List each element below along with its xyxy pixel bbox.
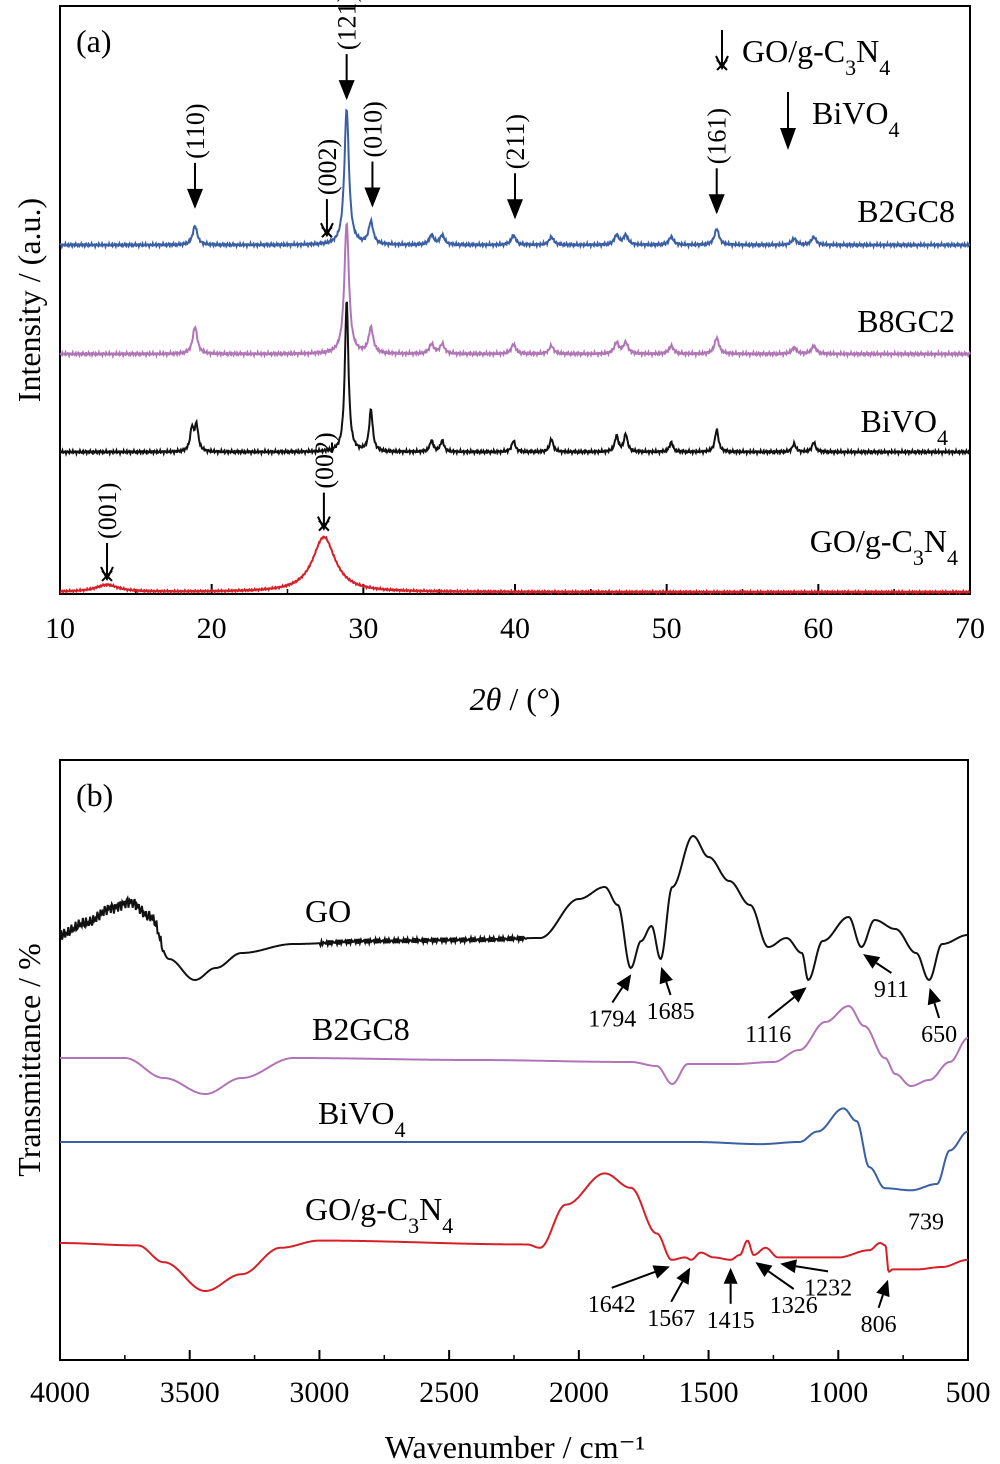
ftir-band-label: 1567 <box>647 1306 695 1332</box>
xrd-peak-label: (110) <box>181 103 210 158</box>
ftir-band-annotation: 1326 <box>755 1262 818 1319</box>
ftir-band-annotation: 739 <box>908 1209 944 1235</box>
xrd-peak-annotation: (002) <box>310 432 339 532</box>
ftir-x-tick-label: 500 <box>946 1376 991 1409</box>
ftir-band-label: 1326 <box>770 1293 818 1319</box>
ftir-band-label: 1642 <box>588 1292 636 1318</box>
ftir-x-tick-label: 1500 <box>679 1376 739 1409</box>
ftir-band-label: 1232 <box>804 1275 852 1301</box>
xrd-peak-label: (002) <box>313 139 342 195</box>
ftir-band-label: 1794 <box>588 1007 636 1033</box>
xrd-peak-label: (161) <box>703 108 732 164</box>
ftir-band-label: 911 <box>874 977 909 1003</box>
xrd-x-tick-label: 10 <box>45 612 75 645</box>
xrd-series-line-bivo4 <box>59 301 971 458</box>
legend-label-bivo4: BiVO4 <box>812 95 899 142</box>
ftir-band-label: 650 <box>921 1022 957 1048</box>
xrd-x-tick-label: 70 <box>955 612 985 645</box>
legend-label-go-gc3n4: GO/g-C3N4 <box>742 33 890 80</box>
xrd-peak-annotation: (001) <box>93 483 122 582</box>
ftir-y-axis-title: Transmittance / % <box>11 943 47 1176</box>
xrd-peak-annotation: (161) <box>703 108 732 215</box>
xrd-x-tick-label: 60 <box>803 612 833 645</box>
legend-marker-cross-arrow <box>715 30 729 71</box>
ftir-band-annotation: 806 <box>861 1279 897 1338</box>
ftir-band-annotation: 1232 <box>780 1259 852 1301</box>
xrd-peak-label: (121) <box>333 0 362 50</box>
ftir-x-tick-label: 2500 <box>419 1376 479 1409</box>
series-label-go-gc3n4-ftir: GO/g-C3N4 <box>305 1191 453 1238</box>
xrd-peak-label: (002) <box>310 432 339 488</box>
ftir-band-annotation: 1685 <box>647 966 695 1025</box>
ftir-panel-label: (b) <box>76 777 113 813</box>
ftir-band-label: 739 <box>908 1209 944 1235</box>
ftir-band-annotation: 1794 <box>588 974 636 1033</box>
xrd-peak-annotation: (002) <box>313 139 342 238</box>
ftir-x-tick-label: 2000 <box>549 1376 609 1409</box>
xrd-series-line-b2gc8 <box>59 108 971 251</box>
xrd-x-tick-label: 30 <box>348 612 378 645</box>
xrd-peak-annotation: (121) <box>333 0 362 101</box>
ftir-x-tick-label: 4000 <box>30 1376 90 1409</box>
xrd-peak-annotation: (211) <box>501 114 530 220</box>
xrd-x-tick-label: 40 <box>500 612 530 645</box>
series-label-bivo4-ftir: BiVO4 <box>318 1095 405 1142</box>
xrd-peak-label: (001) <box>93 483 122 539</box>
series-label-bivo4: BiVO4 <box>861 403 948 450</box>
series-label-go: GO <box>305 893 351 929</box>
xrd-x-tick-label: 50 <box>652 612 682 645</box>
xrd-series-lines <box>59 108 971 596</box>
ftir-band-label: 1116 <box>745 1022 791 1048</box>
ftir-band-label: 1415 <box>707 1308 755 1334</box>
ftir-x-tick-label: 3000 <box>289 1376 349 1409</box>
series-label-b2gc8: B2GC8 <box>857 193 955 229</box>
ftir-band-annotation: 1116 <box>745 987 807 1048</box>
xrd-y-axis-title: Intensity / (a.u.) <box>11 198 47 402</box>
xrd-x-tick-label: 20 <box>197 612 227 645</box>
ftir-band-annotation: 650 <box>921 987 957 1048</box>
xrd-legend: GO/g-C3N4 BiVO4 <box>715 30 899 150</box>
ftir-x-axis-title: Wavenumber / cm⁻¹ <box>385 1429 645 1464</box>
ftir-series-line-go <box>59 834 969 982</box>
xrd-series-line-b8gc2 <box>59 221 971 360</box>
xrd-peak-annotation: (110) <box>181 103 210 209</box>
series-label-b8gc2: B8GC2 <box>857 303 955 339</box>
xrd-x-axis-title: 2θ / (°) <box>470 681 561 717</box>
ftir-band-label: 1685 <box>647 999 695 1025</box>
series-label-go-gc3n4: GO/g-C3N4 <box>810 523 958 570</box>
xrd-panel-label: (a) <box>76 23 112 59</box>
xrd-x-axis: 10 20 30 40 50 60 70 <box>45 584 985 645</box>
ftir-band-annotation: 1642 <box>588 1265 670 1318</box>
ftir-series-line-b2gc8 <box>60 1004 969 1096</box>
ftir-band-annotation: 911 <box>863 954 909 1003</box>
ftir-series-line-bivo4 <box>60 1107 969 1192</box>
xrd-annotations: (110) (002) (121) (010) (211) (161) (001) (002) <box>93 0 732 582</box>
ftir-series-line-go-g-c3n4 <box>60 1172 969 1293</box>
ftir-series-lines <box>59 834 969 1293</box>
ftir-band-annotation: 1567 <box>647 1267 695 1332</box>
xrd-peak-label: (010) <box>358 101 387 157</box>
xrd-series-line-go-g-c3n4 <box>59 535 971 596</box>
xrd-peak-label: (211) <box>501 114 530 169</box>
series-label-b2gc8-ftir: B2GC8 <box>312 1011 410 1047</box>
ftir-band-label: 806 <box>861 1312 897 1338</box>
ftir-x-tick-label: 1000 <box>808 1376 868 1409</box>
xrd-panel: (a) 10 20 30 40 50 60 70 2θ / (°) Intensity / … <box>11 0 985 717</box>
legend-marker-arrow <box>780 92 796 150</box>
ftir-x-axis: 4000 3500 3000 2500 2000 1500 1000 500 <box>30 1350 991 1409</box>
ftir-band-annotation: 1415 <box>707 1267 755 1334</box>
ftir-x-tick-label: 3500 <box>160 1376 220 1409</box>
xrd-peak-annotation: (010) <box>358 101 387 208</box>
ftir-panel: (b) 4000 3500 3000 2500 2000 1500 1000 500 Wave… <box>11 759 991 1464</box>
